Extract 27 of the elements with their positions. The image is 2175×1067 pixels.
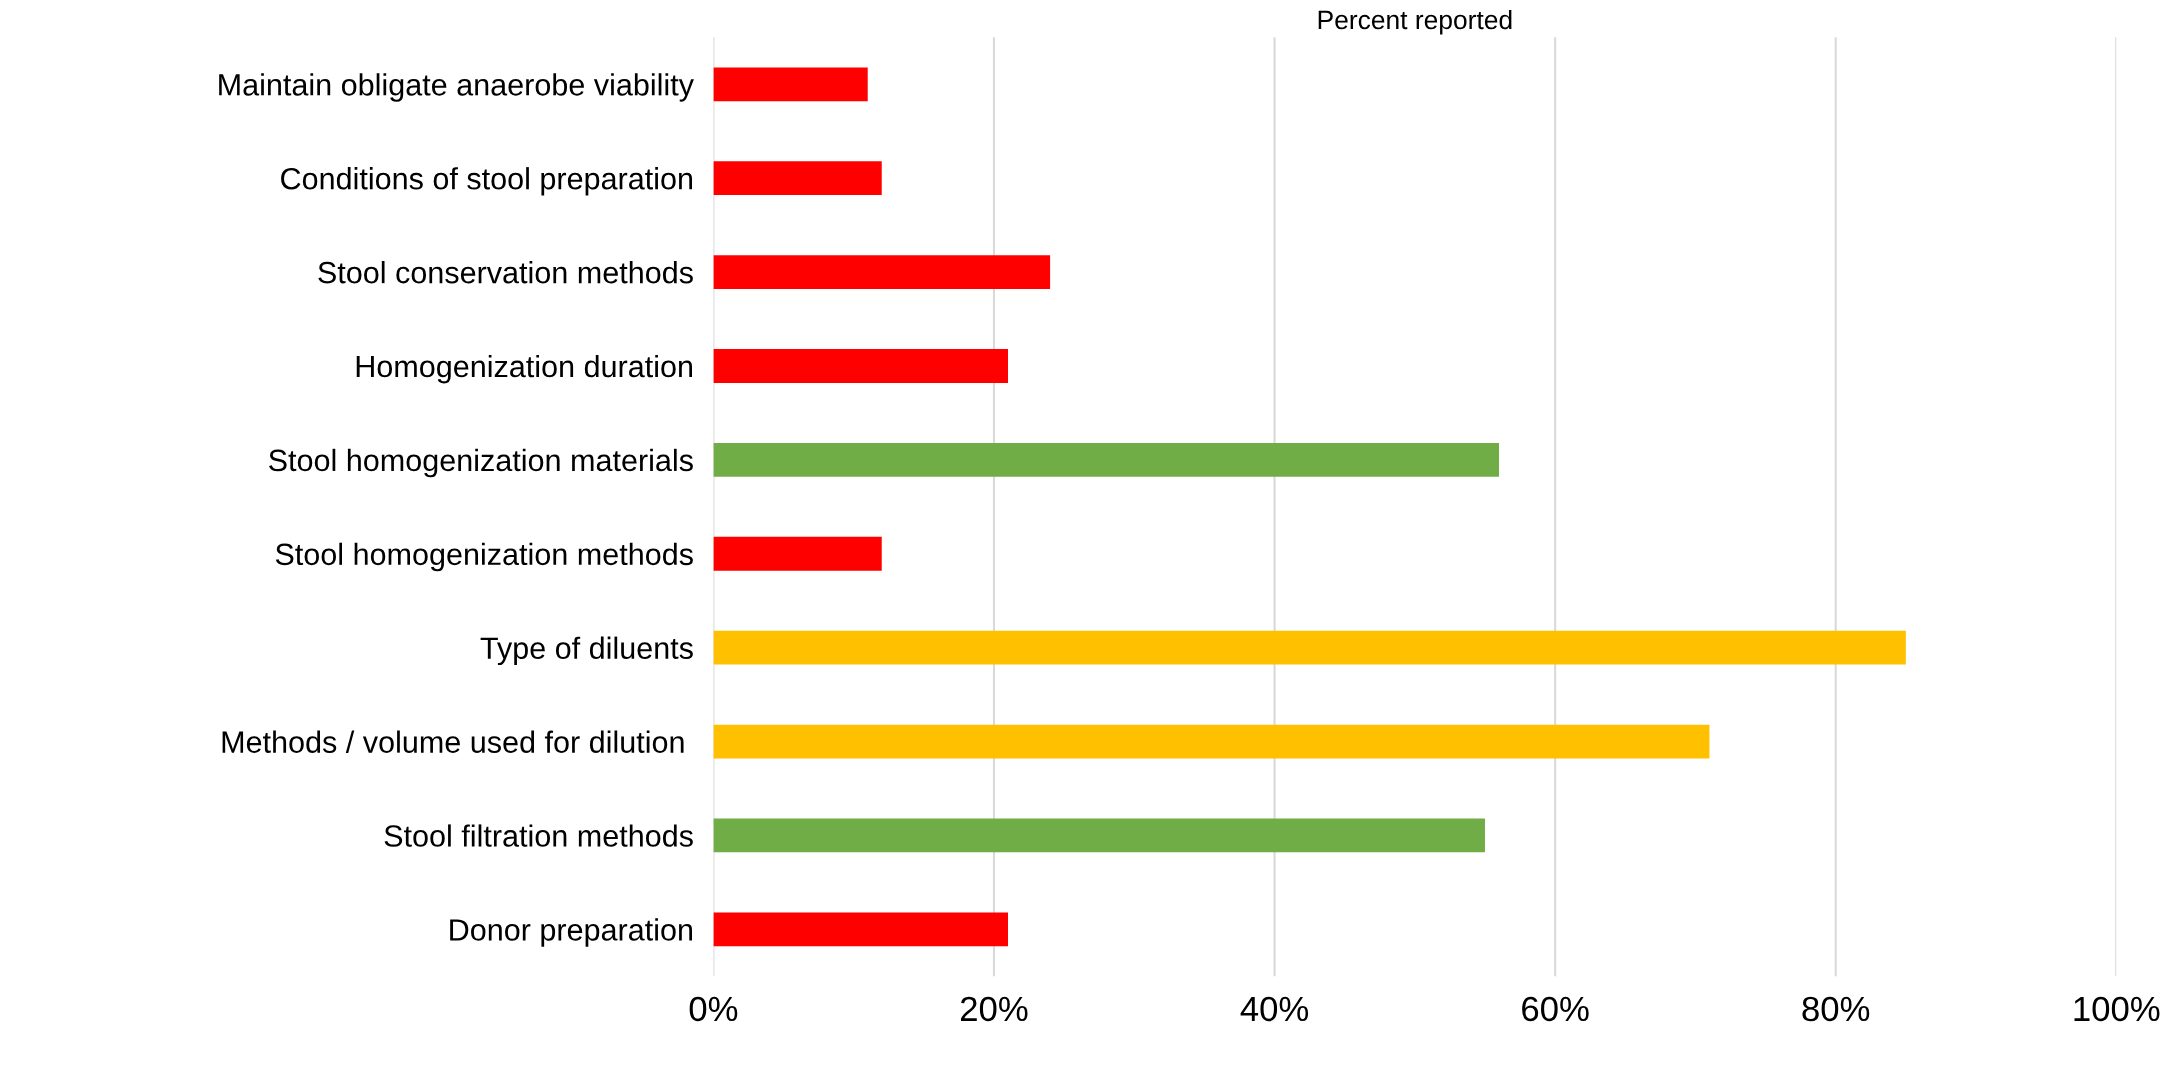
x-tick-label: 20%: [960, 996, 1028, 1022]
y-tick-label: Stool filtration methods: [384, 824, 693, 847]
x-tick-label: 0%: [689, 996, 738, 1022]
bar: [713, 912, 1008, 947]
y-tick-label: Stool homogenization methods: [275, 542, 693, 572]
bar: [713, 255, 1051, 289]
y-tick-label: Type of diluents: [480, 636, 693, 666]
bar: [713, 536, 882, 571]
y-tick-label: Stool conservation methods: [318, 261, 693, 284]
x-tick-label: 40%: [1240, 996, 1309, 1022]
y-tick-label: Stool homogenization materials: [269, 448, 693, 478]
y-tick-label: Methods / volume used for dilution: [222, 730, 684, 753]
x-tick-label: 60%: [1522, 996, 1589, 1022]
y-tick-label: Donor preparation: [450, 918, 692, 947]
bar: [713, 67, 868, 102]
bar: [713, 442, 1500, 477]
bar: [713, 161, 882, 196]
x-tick-label: 100%: [2074, 996, 2160, 1022]
bar: [713, 724, 1710, 759]
y-tick-label: Homogenization duration: [356, 354, 692, 384]
y-tick-label: Maintain obligate anaerobe viability: [219, 73, 694, 102]
bar: [713, 818, 1485, 853]
x-axis-title: Percent reported: [1318, 9, 1512, 35]
bar: [713, 630, 1906, 665]
bar: [713, 349, 1008, 383]
x-tick-label: 80%: [1802, 996, 1870, 1022]
y-tick-label: Conditions of stool preparation: [281, 167, 692, 196]
